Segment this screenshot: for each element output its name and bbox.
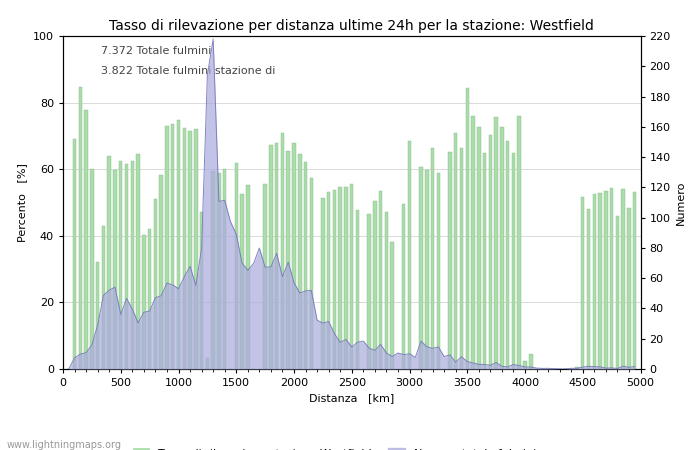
Bar <box>339 187 342 369</box>
Bar <box>234 163 238 369</box>
Bar <box>160 176 163 369</box>
Bar <box>419 166 423 369</box>
Bar <box>466 88 469 369</box>
Bar <box>240 194 244 369</box>
Bar <box>90 169 94 369</box>
Bar <box>529 354 533 369</box>
Bar <box>263 184 267 369</box>
X-axis label: Distanza   [km]: Distanza [km] <box>309 394 394 404</box>
Bar <box>246 184 249 369</box>
Bar <box>293 143 295 369</box>
Bar <box>344 187 348 369</box>
Bar <box>332 189 336 369</box>
Bar <box>517 117 521 369</box>
Bar <box>102 226 105 369</box>
Bar <box>524 361 526 369</box>
Bar <box>327 192 330 369</box>
Bar <box>604 191 608 369</box>
Bar <box>616 216 619 369</box>
Bar <box>211 171 215 369</box>
Bar <box>171 123 174 369</box>
Bar <box>177 121 180 369</box>
Bar <box>78 87 82 369</box>
Bar <box>506 141 510 369</box>
Bar <box>96 262 99 369</box>
Bar <box>483 153 486 369</box>
Bar <box>206 358 209 369</box>
Bar <box>408 141 411 369</box>
Bar <box>200 212 203 369</box>
Bar <box>622 189 625 369</box>
Bar <box>379 191 382 369</box>
Title: Tasso di rilevazione per distanza ultime 24h per la stazione: Westfield: Tasso di rilevazione per distanza ultime… <box>109 19 594 33</box>
Bar <box>587 209 590 369</box>
Bar <box>477 127 480 369</box>
Bar <box>633 192 636 369</box>
Bar <box>500 127 503 369</box>
Bar <box>373 201 377 369</box>
Y-axis label: Percento   [%]: Percento [%] <box>18 163 27 242</box>
Bar <box>304 162 307 369</box>
Bar <box>627 208 631 369</box>
Bar <box>454 133 457 369</box>
Bar <box>286 151 290 369</box>
Bar <box>119 161 122 369</box>
Bar <box>125 164 128 369</box>
Bar <box>136 154 140 369</box>
Bar <box>183 128 186 369</box>
Bar <box>281 133 284 369</box>
Bar <box>593 194 596 369</box>
Bar <box>194 129 197 369</box>
Bar <box>73 140 76 369</box>
Bar <box>448 152 452 369</box>
Bar <box>368 214 371 369</box>
Bar <box>298 154 302 369</box>
Bar <box>402 204 405 369</box>
Bar <box>431 148 434 369</box>
Text: 7.372 Totale fulmini: 7.372 Totale fulmini <box>101 46 211 56</box>
Bar <box>437 173 440 369</box>
Bar <box>512 153 515 369</box>
Bar <box>581 198 584 369</box>
Bar <box>494 117 498 369</box>
Bar <box>165 126 169 369</box>
Bar <box>489 135 492 369</box>
Text: www.lightningmaps.org: www.lightningmaps.org <box>7 440 122 450</box>
Bar <box>142 235 146 369</box>
Bar <box>217 173 220 369</box>
Bar <box>321 198 325 369</box>
Bar <box>356 210 359 369</box>
Bar <box>148 229 151 369</box>
Bar <box>131 161 134 369</box>
Bar <box>275 143 279 369</box>
Bar <box>113 170 117 369</box>
Bar <box>154 199 157 369</box>
Bar <box>425 170 428 369</box>
Bar <box>391 243 394 369</box>
Y-axis label: Numero: Numero <box>676 180 686 225</box>
Bar <box>350 184 354 369</box>
Bar <box>270 144 272 369</box>
Bar <box>223 170 226 369</box>
Bar <box>610 188 613 369</box>
Text: 3.822 Totale fulmini stazione di: 3.822 Totale fulmini stazione di <box>101 66 275 76</box>
Bar <box>188 131 192 369</box>
Bar <box>598 193 602 369</box>
Bar <box>85 110 88 369</box>
Bar <box>471 117 475 369</box>
Bar <box>309 177 313 369</box>
Bar <box>108 156 111 369</box>
Bar <box>575 367 579 369</box>
Bar <box>460 148 463 369</box>
Bar <box>385 212 388 369</box>
Legend: Tasso di rilevazione stazione Westfield, Numero totale fulmini: Tasso di rilevazione stazione Westfield,… <box>128 444 540 450</box>
